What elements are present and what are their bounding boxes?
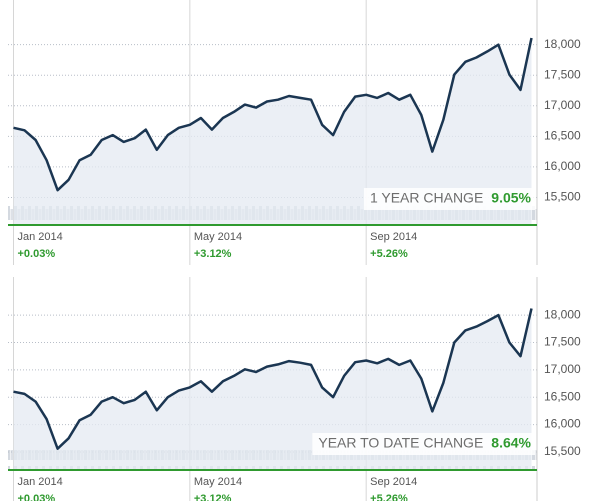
- period-change: +0.03%: [18, 248, 56, 260]
- y-tick-label: 17,000: [544, 98, 581, 112]
- x-tick-label: Sep 2014: [370, 231, 417, 243]
- change-box: [312, 433, 535, 455]
- area: [13, 308, 532, 470]
- y-tick-label: 17,000: [544, 362, 581, 376]
- y-tick-label: 16,500: [544, 129, 581, 143]
- x-tick-label: Sep 2014: [370, 476, 417, 488]
- x-tick-label: Jan 2014: [18, 231, 63, 243]
- change-title: 1 YEAR CHANGE: [370, 190, 483, 206]
- y-tick-label: 18,000: [544, 37, 581, 51]
- y-tick-label: 16,000: [544, 417, 581, 431]
- period-change: +3.12%: [194, 493, 232, 501]
- period-change: +3.12%: [194, 248, 232, 260]
- x-tick-label: May 2014: [194, 476, 242, 488]
- change-title: YEAR TO DATE CHANGE: [318, 435, 483, 451]
- y-tick-label: 16,000: [544, 159, 581, 173]
- period-change: +5.26%: [370, 493, 408, 501]
- x-tick-label: May 2014: [194, 231, 242, 243]
- change-value: 9.05%: [491, 190, 531, 206]
- y-tick-label: 17,500: [544, 335, 581, 349]
- y-tick-label: 18,000: [544, 307, 581, 321]
- y-tick-label: 16,500: [544, 389, 581, 403]
- period-change: +0.03%: [18, 493, 56, 501]
- y-tick-label: 15,500: [544, 190, 581, 204]
- y-tick-label: 17,500: [544, 67, 581, 81]
- area: [13, 38, 532, 225]
- change-value: 8.64%: [491, 435, 531, 451]
- x-tick-label: Jan 2014: [18, 476, 63, 488]
- price-line: [13, 308, 533, 450]
- price-line: [13, 37, 533, 192]
- change-box: [363, 188, 535, 210]
- y-tick-label: 15,500: [544, 444, 581, 458]
- period-change: +5.26%: [370, 248, 408, 260]
